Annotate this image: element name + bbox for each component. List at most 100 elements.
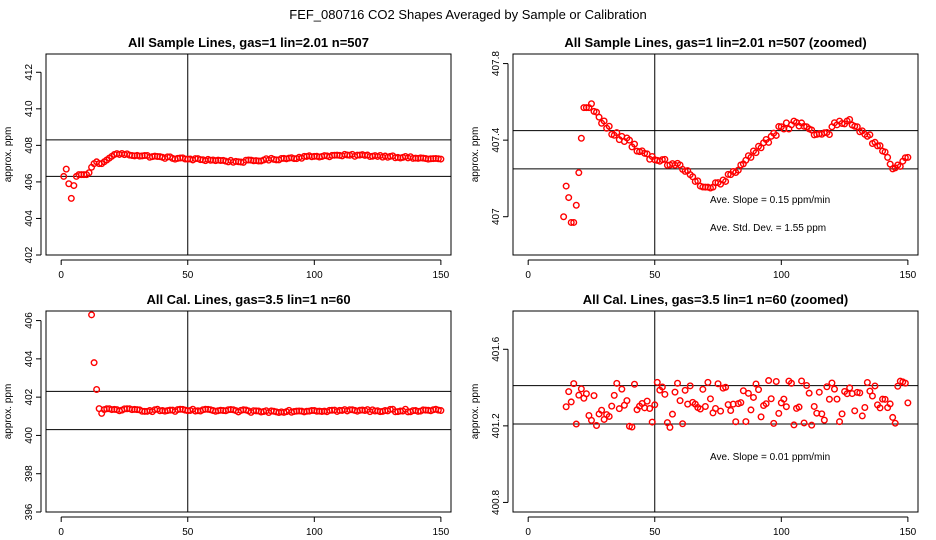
stat-annotation: Ave. Std. Dev. = 1.55 ppm <box>710 223 826 234</box>
panel-title: All Sample Lines, gas=1 lin=2.01 n=507 (… <box>564 35 866 50</box>
data-point <box>889 413 897 421</box>
data-point <box>686 382 694 390</box>
data-point <box>752 149 760 157</box>
x-tick-label: 150 <box>433 527 450 538</box>
data-point <box>724 170 732 178</box>
panels: All Sample Lines, gas=1 lin=2.01 n=507 0 5… <box>3 35 919 538</box>
x-tick-label: 100 <box>773 527 790 538</box>
data-point <box>851 407 859 415</box>
chart-panel-1: All Sample Lines, gas=1 lin=2.01 n=507 0 5… <box>3 35 452 281</box>
x-tick-label: 0 <box>525 270 531 281</box>
data-point <box>770 419 778 427</box>
data-point <box>565 194 573 202</box>
data-point <box>67 194 75 202</box>
data-point <box>772 131 780 139</box>
data-point <box>825 131 833 139</box>
data-point <box>572 420 580 428</box>
data-point <box>623 397 631 405</box>
data-point <box>863 379 871 387</box>
data-points <box>562 377 912 431</box>
data-point <box>881 395 889 403</box>
data-point <box>775 409 783 417</box>
data-point <box>704 378 712 386</box>
data-point <box>567 398 575 406</box>
data-point <box>628 423 636 431</box>
data-point <box>605 122 613 130</box>
data-point <box>651 401 659 409</box>
y-tick-label: 412 <box>24 63 35 80</box>
data-point <box>762 400 770 408</box>
data-point <box>587 416 595 424</box>
data-point <box>749 393 757 401</box>
y-tick-label: 406 <box>24 312 35 329</box>
chart-panel-2: All Sample Lines, gas=1 lin=2.01 n=507 (… <box>470 35 919 281</box>
data-point <box>874 142 882 150</box>
data-point <box>752 380 760 388</box>
data-point <box>631 380 639 388</box>
data-point <box>575 169 583 177</box>
x-tick-label: 150 <box>900 270 917 281</box>
data-point <box>795 403 803 411</box>
data-point <box>631 140 639 148</box>
y-tick-label: 404 <box>24 210 35 227</box>
figure-title: FEF_080716 CO2 Shapes Averaged by Sample… <box>289 7 646 22</box>
data-point <box>570 380 578 388</box>
data-point <box>575 391 583 399</box>
chart-panel-3: All Cal. Lines, gas=3.5 lin=1 n=60 0 50 100… <box>3 292 452 538</box>
data-point <box>879 395 887 403</box>
y-axis-title: approx. ppm <box>3 384 14 440</box>
y-tick-label: 408 <box>24 137 35 154</box>
data-point <box>727 406 735 414</box>
y-tick-label: 402 <box>24 388 35 405</box>
data-point <box>582 390 590 398</box>
data-point <box>674 379 682 387</box>
x-tick-label: 100 <box>773 270 790 281</box>
data-points <box>88 311 445 417</box>
x-axis: 0 50 100 150 <box>525 516 917 538</box>
y-tick-label: 407 <box>491 208 502 225</box>
x-axis: 0 50 100 150 <box>58 516 450 538</box>
y-axis: 402 404 406 408 410 412 approx. ppm <box>3 63 42 263</box>
x-tick-label: 50 <box>182 527 194 538</box>
data-point <box>88 311 96 319</box>
y-tick-label: 398 <box>24 465 35 482</box>
data-point <box>666 423 674 431</box>
data-point <box>830 385 838 393</box>
data-point <box>742 418 750 426</box>
data-point <box>577 134 585 142</box>
y-tick-label: 396 <box>24 503 35 520</box>
data-point <box>706 395 714 403</box>
data-point <box>808 421 816 429</box>
data-point <box>643 397 651 405</box>
data-point <box>567 218 575 226</box>
data-point <box>846 384 854 392</box>
data-point <box>732 418 740 426</box>
data-point <box>613 129 621 137</box>
data-point <box>744 389 752 397</box>
data-point <box>658 383 666 391</box>
data-point <box>876 142 884 150</box>
data-point <box>577 385 585 393</box>
y-tick-label: 410 <box>24 100 35 117</box>
y-tick-label: 400.8 <box>491 489 502 514</box>
data-point <box>896 162 904 170</box>
data-point <box>605 412 613 420</box>
data-point <box>653 378 661 386</box>
y-axis-title: approx. ppm <box>470 127 481 183</box>
data-points <box>60 149 445 202</box>
data-point <box>565 388 573 396</box>
data-point <box>661 155 669 163</box>
x-tick-label: 50 <box>182 270 194 281</box>
plot-frame <box>512 53 919 256</box>
data-points <box>560 100 912 226</box>
data-point <box>593 422 601 430</box>
data-point <box>437 155 445 163</box>
data-point <box>598 406 606 414</box>
data-point <box>714 380 722 388</box>
x-tick-label: 100 <box>306 270 323 281</box>
data-point <box>866 131 874 139</box>
y-tick-label: 407.8 <box>491 51 502 76</box>
data-point <box>570 218 578 226</box>
data-point <box>904 399 912 407</box>
y-tick-label: 401.6 <box>491 336 502 361</box>
